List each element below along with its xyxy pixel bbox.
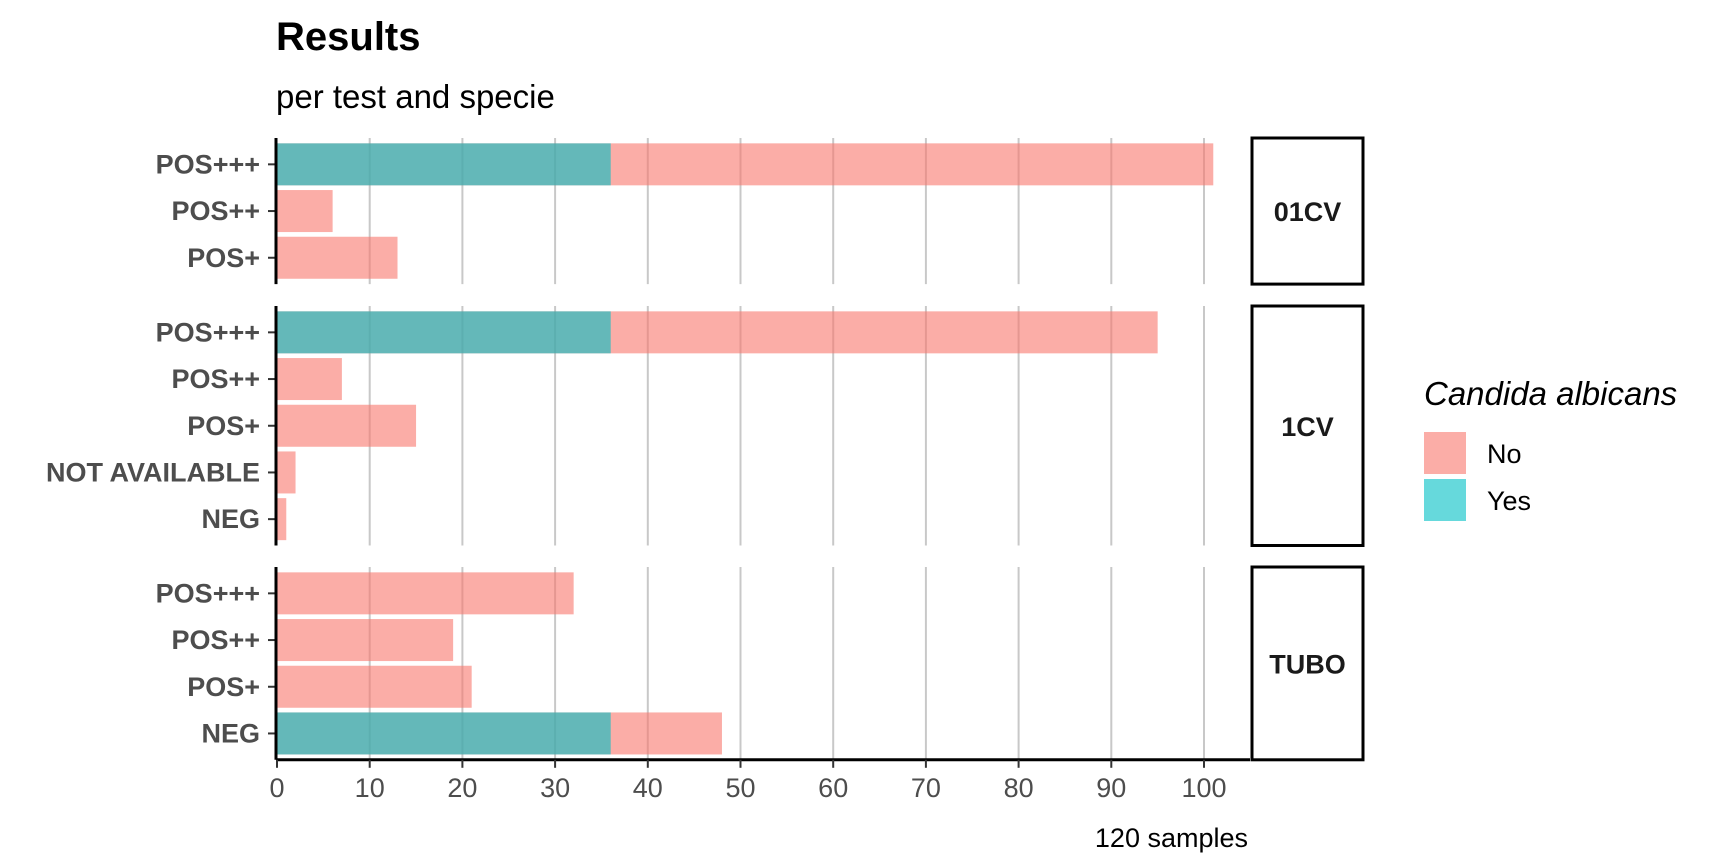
y-tick-label: NEG xyxy=(201,718,260,748)
facet-panels: POS+++ POS++ POS+ 01CV POS+++ POS++ POS+ NOT AV… xyxy=(46,136,1365,762)
x-tick-label: 70 xyxy=(911,773,941,803)
y-tick-label: NOT AVAILABLE xyxy=(46,457,260,487)
bar-no xyxy=(277,572,574,615)
chart-title: Results xyxy=(276,15,421,59)
panel-01CV: POS+++ POS++ POS+ 01CV xyxy=(156,136,1365,286)
x-tick-label: 60 xyxy=(818,773,848,803)
chart-subtitle: per test and specie xyxy=(276,78,555,115)
facet-strip-label: TUBO xyxy=(1269,649,1346,679)
x-tick-label: 100 xyxy=(1181,773,1226,803)
x-tick-label: 50 xyxy=(725,773,755,803)
bar-no xyxy=(277,498,287,541)
chart-caption: 120 samples xyxy=(1095,823,1248,853)
legend-label: No xyxy=(1487,439,1522,469)
y-tick-label: POS++ xyxy=(171,364,260,394)
y-tick-label: POS+++ xyxy=(156,578,260,608)
y-tick-label: POS+++ xyxy=(156,317,260,347)
y-tick-label: NEG xyxy=(201,504,260,534)
bar-yes xyxy=(277,311,611,354)
y-tick-label: POS++ xyxy=(171,196,260,226)
x-axis: 0 10 20 30 40 50 60 70 80 90 100 xyxy=(269,758,1250,803)
y-tick-label: POS+ xyxy=(187,243,260,273)
x-tick-label: 80 xyxy=(1004,773,1034,803)
bar-yes xyxy=(277,143,611,186)
facet-strip xyxy=(1250,565,1365,762)
y-tick-label: POS+++ xyxy=(156,149,260,179)
facet-strip-label: 1CV xyxy=(1281,412,1334,442)
bar-no xyxy=(277,404,417,447)
x-tick-label: 10 xyxy=(355,773,385,803)
panel-TUBO: POS+++ POS++ POS+ NEG TUBO xyxy=(156,565,1365,762)
bar-no xyxy=(277,236,398,279)
x-tick-label: 40 xyxy=(633,773,663,803)
legend-label: Yes xyxy=(1487,486,1531,516)
bar-no xyxy=(277,358,342,401)
bar-no xyxy=(277,190,333,233)
x-tick-label: 30 xyxy=(540,773,570,803)
panel-1CV: POS+++ POS++ POS+ NOT AVAILABLE NEG 1CV xyxy=(46,304,1365,547)
y-tick-label: POS++ xyxy=(171,625,260,655)
bar-no xyxy=(277,451,296,494)
legend-key-yes xyxy=(1424,479,1466,521)
bar-yes xyxy=(277,712,611,755)
facet-strip xyxy=(1250,136,1365,286)
bar-no xyxy=(277,665,472,708)
x-tick-label: 90 xyxy=(1096,773,1126,803)
y-tick-label: POS+ xyxy=(187,411,260,441)
facet-strip xyxy=(1250,304,1365,547)
legend: Candida albicans No Yes xyxy=(1424,375,1677,521)
x-tick-label: 0 xyxy=(269,773,284,803)
legend-key-no xyxy=(1424,432,1466,474)
facet-strip-label: 01CV xyxy=(1274,197,1342,227)
y-tick-label: POS+ xyxy=(187,672,260,702)
x-tick-label: 20 xyxy=(447,773,477,803)
legend-title: Candida albicans xyxy=(1424,375,1677,412)
bar-no xyxy=(277,619,454,662)
